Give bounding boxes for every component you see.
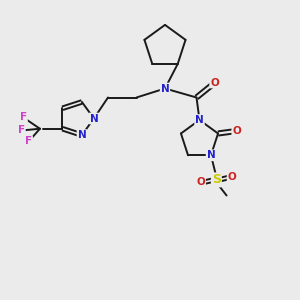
Text: F: F <box>25 136 32 146</box>
Text: N: N <box>160 83 169 94</box>
Text: F: F <box>20 112 27 122</box>
Text: N: N <box>77 130 86 140</box>
Text: S: S <box>212 173 221 186</box>
Text: O: O <box>196 177 205 187</box>
Text: N: N <box>89 113 98 124</box>
Text: O: O <box>210 77 219 88</box>
Text: O: O <box>228 172 236 182</box>
Text: F: F <box>18 125 25 135</box>
Text: N: N <box>195 115 204 125</box>
Text: N: N <box>207 150 215 160</box>
Text: O: O <box>232 126 241 136</box>
